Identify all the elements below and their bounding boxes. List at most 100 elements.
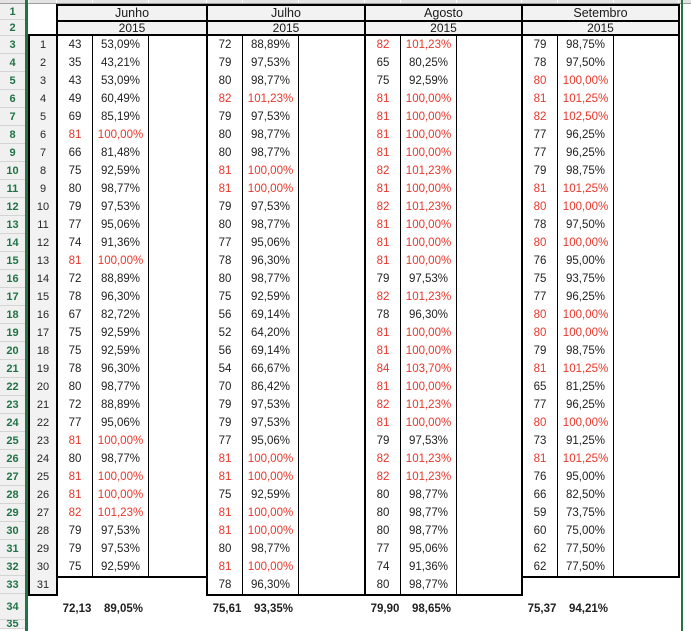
percent-cell[interactable]: 98,77%	[250, 75, 290, 87]
day-cell[interactable]: 6	[39, 129, 47, 141]
day-cell[interactable]: 16	[36, 309, 50, 321]
value-cell[interactable]: 81	[218, 471, 232, 483]
row-header[interactable]: 9	[0, 144, 25, 162]
percent-cell[interactable]: 101,23%	[405, 165, 452, 177]
percent-cell[interactable]: 100,00%	[247, 165, 294, 177]
value-cell[interactable]: 77	[218, 435, 232, 447]
value-cell[interactable]: 81	[533, 363, 547, 375]
day-cell[interactable]: 4	[39, 93, 47, 105]
row-header[interactable]: 7	[0, 108, 25, 126]
percent-cell[interactable]: 91,36%	[100, 237, 140, 249]
value-cell[interactable]: 79	[533, 345, 547, 357]
percent-cell[interactable]: 100,00%	[405, 327, 452, 339]
value-cell[interactable]: 81	[218, 165, 232, 177]
percent-cell[interactable]: 92,59%	[100, 165, 140, 177]
value-cell[interactable]: 75	[68, 327, 82, 339]
value-cell[interactable]: 79	[218, 111, 232, 123]
percent-cell[interactable]: 101,23%	[247, 93, 294, 105]
percent-cell[interactable]: 95,00%	[565, 255, 605, 267]
value-cell[interactable]: 77	[68, 219, 82, 231]
value-cell[interactable]: 80	[533, 237, 547, 249]
value-cell[interactable]: 80	[218, 543, 232, 555]
value-cell[interactable]: 79	[218, 201, 232, 213]
value-cell[interactable]: 78	[68, 291, 82, 303]
value-cell[interactable]: 79	[68, 525, 82, 537]
month-header[interactable]: Julho	[271, 6, 301, 20]
percent-cell[interactable]: 101,23%	[405, 453, 452, 465]
percent-cell[interactable]: 73,75%	[565, 507, 605, 519]
percent-cell[interactable]: 66,67%	[250, 363, 290, 375]
total-value-cell[interactable]: 72,13	[62, 603, 92, 615]
percent-cell[interactable]: 100,00%	[97, 471, 144, 483]
percent-cell[interactable]: 98,77%	[100, 453, 140, 465]
value-cell[interactable]: 59	[533, 507, 547, 519]
percent-cell[interactable]: 98,77%	[408, 507, 448, 519]
value-cell[interactable]: 77	[68, 417, 82, 429]
total-percent-cell[interactable]: 98,65%	[411, 603, 451, 615]
percent-cell[interactable]: 92,59%	[100, 561, 140, 573]
value-cell[interactable]: 82	[533, 111, 547, 123]
value-cell[interactable]: 78	[533, 57, 547, 69]
value-cell[interactable]: 81	[218, 561, 232, 573]
percent-cell[interactable]: 100,00%	[247, 561, 294, 573]
day-cell[interactable]: 20	[36, 381, 50, 393]
value-cell[interactable]: 43	[68, 39, 82, 51]
row-header[interactable]: 12	[0, 198, 25, 216]
month-header[interactable]: Setembro	[573, 6, 628, 20]
value-cell[interactable]: 75	[533, 273, 547, 285]
row-header[interactable]: 10	[0, 162, 25, 180]
row-header[interactable]: 23	[0, 396, 25, 414]
value-cell[interactable]: 81	[218, 183, 232, 195]
month-header[interactable]: Junho	[114, 6, 150, 20]
value-cell[interactable]: 81	[376, 327, 390, 339]
value-cell[interactable]: 80	[218, 129, 232, 141]
value-cell[interactable]: 80	[218, 219, 232, 231]
percent-cell[interactable]: 53,09%	[100, 39, 140, 51]
day-cell[interactable]: 15	[36, 291, 50, 303]
percent-cell[interactable]: 93,75%	[565, 273, 605, 285]
percent-cell[interactable]: 88,89%	[100, 273, 140, 285]
percent-cell[interactable]: 97,53%	[408, 435, 448, 447]
value-cell[interactable]: 79	[533, 39, 547, 51]
day-cell[interactable]: 31	[36, 579, 50, 591]
value-cell[interactable]: 80	[533, 75, 547, 87]
percent-cell[interactable]: 98,77%	[408, 489, 448, 501]
row-header[interactable]: 11	[0, 180, 25, 198]
value-cell[interactable]: 81	[376, 111, 390, 123]
percent-cell[interactable]: 101,23%	[405, 201, 452, 213]
value-cell[interactable]: 79	[218, 399, 232, 411]
percent-cell[interactable]: 100,00%	[97, 129, 144, 141]
row-header[interactable]: 34	[0, 594, 25, 620]
percent-cell[interactable]: 100,00%	[562, 309, 609, 321]
value-cell[interactable]: 60	[533, 525, 547, 537]
percent-cell[interactable]: 101,25%	[562, 453, 609, 465]
value-cell[interactable]: 81	[68, 489, 82, 501]
percent-cell[interactable]: 103,70%	[405, 363, 452, 375]
row-header[interactable]: 5	[0, 72, 25, 90]
percent-cell[interactable]: 91,36%	[408, 561, 448, 573]
percent-cell[interactable]: 98,77%	[408, 525, 448, 537]
row-header[interactable]: 3	[0, 36, 25, 54]
percent-cell[interactable]: 95,06%	[408, 543, 448, 555]
percent-cell[interactable]: 97,53%	[100, 543, 140, 555]
percent-cell[interactable]: 88,89%	[100, 399, 140, 411]
row-header[interactable]: 1	[0, 4, 25, 20]
value-cell[interactable]: 80	[376, 507, 390, 519]
row-header[interactable]: 17	[0, 288, 25, 306]
value-cell[interactable]: 62	[533, 543, 547, 555]
percent-cell[interactable]: 96,30%	[100, 363, 140, 375]
percent-cell[interactable]: 96,25%	[565, 399, 605, 411]
row-header[interactable]: 14	[0, 234, 25, 252]
value-cell[interactable]: 74	[376, 561, 390, 573]
value-cell[interactable]: 73	[533, 435, 547, 447]
percent-cell[interactable]: 77,50%	[565, 561, 605, 573]
row-header[interactable]: 19	[0, 324, 25, 342]
row-header[interactable]: 24	[0, 414, 25, 432]
value-cell[interactable]: 81	[533, 183, 547, 195]
value-cell[interactable]: 78	[218, 579, 232, 591]
value-cell[interactable]: 74	[68, 237, 82, 249]
value-cell[interactable]: 79	[376, 273, 390, 285]
percent-cell[interactable]: 98,77%	[250, 129, 290, 141]
value-cell[interactable]: 80	[376, 489, 390, 501]
percent-cell[interactable]: 80,25%	[408, 57, 448, 69]
